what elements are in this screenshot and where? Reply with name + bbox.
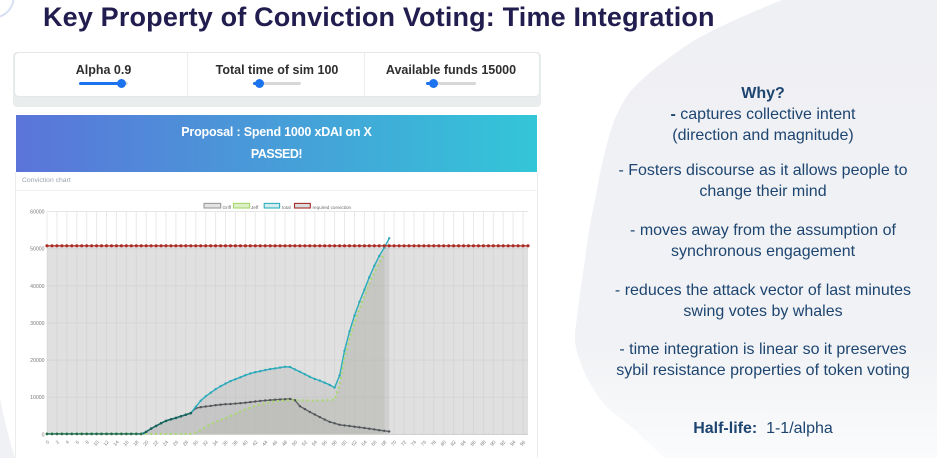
svg-text:34: 34	[212, 439, 220, 447]
svg-text:20: 20	[142, 439, 150, 447]
svg-text:0: 0	[45, 439, 51, 445]
svg-text:22: 22	[152, 439, 160, 447]
svg-text:86: 86	[470, 439, 478, 447]
svg-text:40: 40	[241, 439, 249, 447]
svg-text:0: 0	[42, 432, 45, 438]
svg-text:54: 54	[311, 439, 319, 447]
svg-text:68: 68	[380, 439, 388, 447]
svg-text:24: 24	[162, 439, 170, 447]
svg-text:required conviction: required conviction	[313, 205, 352, 210]
svg-text:60: 60	[341, 439, 349, 447]
svg-text:72: 72	[400, 439, 408, 447]
svg-text:50: 50	[291, 439, 299, 447]
svg-text:48: 48	[281, 439, 289, 447]
svg-text:46: 46	[271, 439, 279, 447]
svg-text:80: 80	[440, 439, 448, 447]
svg-text:50000: 50000	[30, 247, 45, 253]
svg-text:Griff: Griff	[223, 205, 232, 210]
svg-text:26: 26	[172, 439, 180, 447]
svg-text:94: 94	[509, 439, 517, 447]
svg-text:10: 10	[93, 439, 101, 447]
svg-text:40000: 40000	[30, 284, 45, 290]
svg-text:76: 76	[420, 439, 428, 447]
svg-text:18: 18	[132, 439, 140, 447]
svg-text:58: 58	[331, 439, 339, 447]
svg-text:84: 84	[460, 439, 468, 447]
svg-text:56: 56	[321, 439, 329, 447]
svg-text:78: 78	[430, 439, 438, 447]
svg-text:88: 88	[479, 439, 487, 447]
svg-text:Jeff: Jeff	[251, 205, 259, 210]
svg-text:32: 32	[202, 439, 210, 447]
svg-text:74: 74	[410, 439, 418, 447]
svg-text:44: 44	[261, 439, 269, 447]
svg-text:14: 14	[112, 439, 120, 447]
svg-text:60000: 60000	[30, 210, 45, 216]
svg-text:36: 36	[222, 439, 230, 447]
svg-text:30: 30	[192, 439, 200, 447]
svg-text:8: 8	[85, 439, 91, 445]
svg-text:90: 90	[489, 439, 497, 447]
svg-text:66: 66	[370, 439, 378, 447]
svg-text:92: 92	[499, 439, 507, 447]
svg-text:30000: 30000	[30, 321, 45, 327]
svg-text:2: 2	[55, 439, 61, 445]
svg-text:10000: 10000	[30, 395, 45, 401]
svg-text:96: 96	[519, 439, 527, 447]
svg-text:62: 62	[351, 439, 359, 447]
svg-text:6: 6	[75, 439, 81, 445]
svg-text:52: 52	[301, 439, 309, 447]
svg-text:total: total	[282, 205, 291, 210]
svg-text:28: 28	[182, 439, 190, 447]
svg-text:20000: 20000	[30, 358, 45, 364]
svg-text:82: 82	[450, 439, 458, 447]
svg-text:12: 12	[103, 439, 111, 447]
svg-text:38: 38	[231, 439, 239, 447]
svg-text:4: 4	[65, 439, 71, 445]
svg-text:64: 64	[360, 439, 368, 447]
svg-text:16: 16	[122, 439, 130, 447]
svg-text:70: 70	[390, 439, 398, 447]
svg-text:42: 42	[251, 439, 259, 447]
